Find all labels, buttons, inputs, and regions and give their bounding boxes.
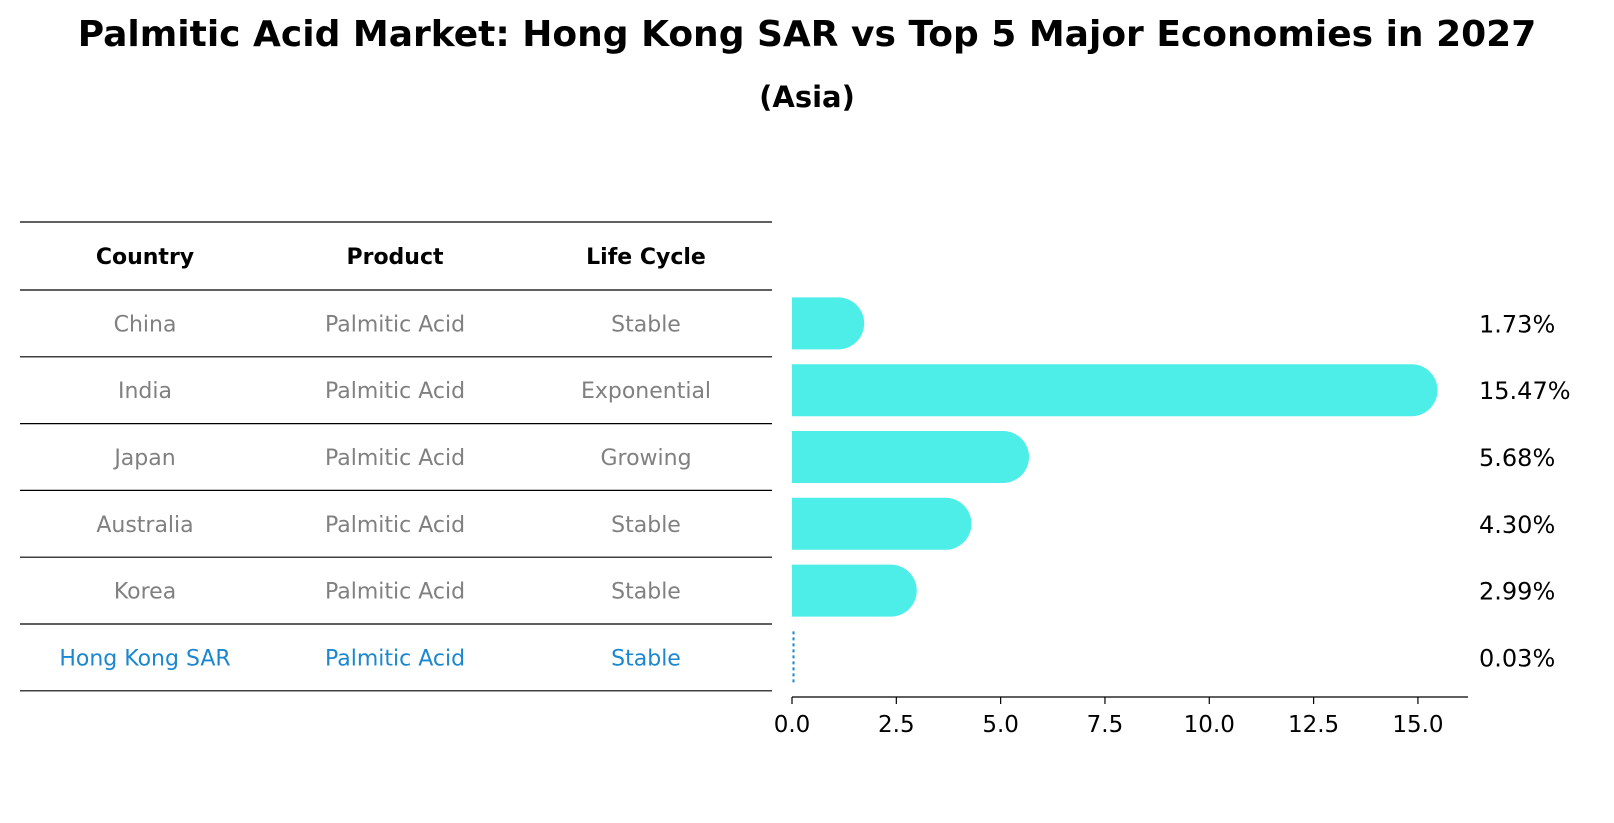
table-header-life-cycle: Life Cycle [586, 245, 706, 270]
chart-subtitle: (Asia) [759, 80, 855, 114]
x-tick-label: 10.0 [1184, 712, 1235, 738]
bar [792, 497, 972, 550]
table-cell-life-cycle: Growing [600, 446, 691, 471]
bar-value-label: 15.47% [1479, 377, 1571, 405]
x-tick-label: 7.5 [1087, 712, 1124, 738]
x-tick-label: 12.5 [1288, 712, 1339, 738]
bar [792, 431, 1030, 483]
table-cell-country: Korea [114, 580, 176, 605]
table-cell-country: Hong Kong SAR [59, 646, 230, 671]
table-header-product: Product [346, 245, 444, 270]
table-cell-life-cycle: Exponential [581, 379, 711, 404]
bar [792, 297, 865, 350]
table-cell-country: India [118, 379, 172, 404]
table-cell-life-cycle: Stable [611, 312, 681, 337]
bar-value-label: 2.99% [1479, 578, 1555, 606]
bar [792, 364, 1438, 417]
bar-value-label: 0.03% [1479, 644, 1555, 672]
table-cell-product: Palmitic Acid [325, 446, 465, 471]
table-cell-country: Australia [96, 513, 193, 538]
bar-value-label: 5.68% [1479, 444, 1555, 472]
x-tick-label: 15.0 [1392, 712, 1443, 738]
table-cell-product: Palmitic Acid [325, 580, 465, 605]
bar [792, 564, 917, 617]
bar-value-label: 4.30% [1479, 511, 1555, 539]
table-cell-product: Palmitic Acid [325, 646, 465, 671]
table-cell-life-cycle: Stable [611, 646, 681, 671]
x-tick-label: 0.0 [774, 712, 811, 738]
table-cell-country: Japan [112, 446, 175, 471]
table-cell-life-cycle: Stable [611, 580, 681, 605]
x-tick-label: 5.0 [982, 712, 1019, 738]
table-cell-product: Palmitic Acid [325, 312, 465, 337]
table-cell-product: Palmitic Acid [325, 513, 465, 538]
bar-value-label: 1.73% [1479, 310, 1555, 338]
table-cell-country: China [114, 312, 177, 337]
table-cell-product: Palmitic Acid [325, 379, 465, 404]
table-header-country: Country [96, 245, 194, 270]
table-cell-life-cycle: Stable [611, 513, 681, 538]
x-tick-label: 2.5 [878, 712, 915, 738]
chart-title: Palmitic Acid Market: Hong Kong SAR vs T… [77, 14, 1537, 55]
